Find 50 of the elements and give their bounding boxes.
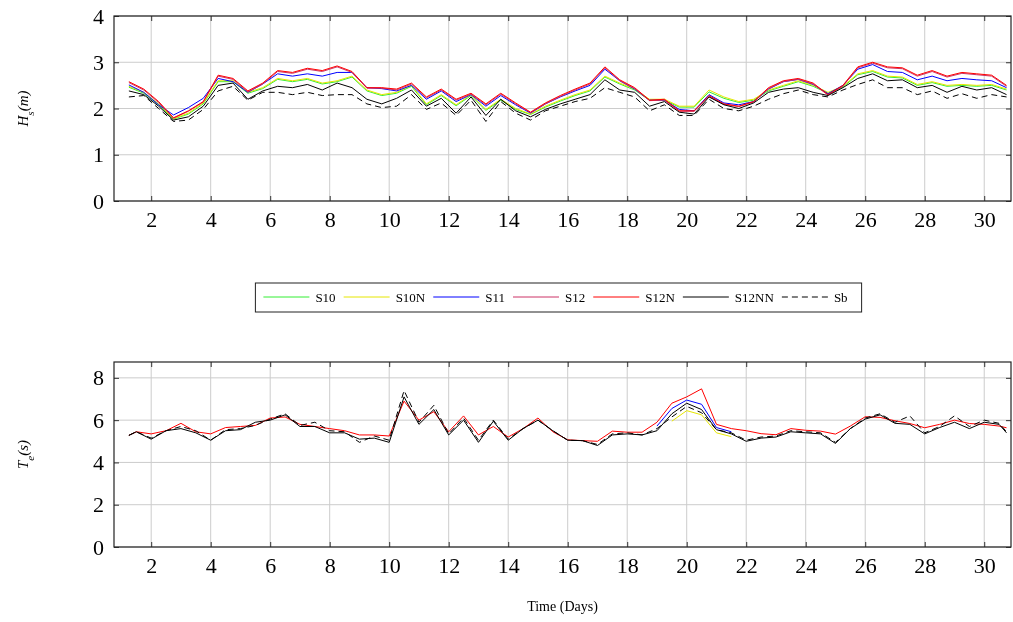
- x-tick-label: 2: [146, 552, 158, 578]
- y-tick-label: 2: [93, 96, 104, 122]
- x-tick-label: 18: [616, 552, 639, 578]
- x-tick-label: 30: [973, 552, 996, 578]
- legend-label: S11: [485, 289, 505, 305]
- x-tick-label: 24: [795, 552, 818, 578]
- x-tick-label: 14: [497, 206, 520, 232]
- y-tick-label: 4: [93, 449, 104, 475]
- x-tick-label: 26: [854, 552, 877, 578]
- x-tick-label: 16: [557, 552, 580, 578]
- x-tick-label: 6: [265, 206, 277, 232]
- x-tick-label: 16: [557, 206, 580, 232]
- x-axis-title: Time (Days): [527, 599, 599, 615]
- line-series: [656, 399, 732, 433]
- x-tick-label: 2: [146, 206, 158, 232]
- x-tick-label: 30: [973, 206, 996, 232]
- x-tick-label: 10: [378, 206, 401, 232]
- x-tick-label: 18: [616, 206, 639, 232]
- y-tick-label: 1: [93, 142, 104, 168]
- x-tick-label: 26: [854, 206, 877, 232]
- x-tick-label: 10: [378, 552, 401, 578]
- x-tick-label: 24: [795, 206, 818, 232]
- x-tick-label: 22: [735, 552, 758, 578]
- y-tick-label: 2: [93, 492, 104, 518]
- x-tick-label: 8: [324, 552, 336, 578]
- y-tick-label: 0: [93, 534, 104, 560]
- x-tick-label: 12: [438, 552, 461, 578]
- x-tick-label: 22: [735, 206, 758, 232]
- x-tick-label: 6: [265, 552, 277, 578]
- legend-label: S12N: [645, 289, 676, 305]
- y-tick-label: 8: [93, 365, 104, 391]
- x-tick-label: 4: [205, 206, 217, 232]
- y-tick-label: 4: [93, 3, 104, 29]
- y-tick-label: 6: [93, 407, 104, 433]
- legend-label: S10N: [395, 289, 426, 305]
- x-tick-label: 20: [676, 552, 699, 578]
- legend-label: S12: [565, 289, 586, 305]
- x-tick-label: 28: [914, 206, 937, 232]
- legend-label: S10: [315, 289, 336, 305]
- y-tick-label: 0: [93, 188, 104, 214]
- legend-label: Sb: [833, 289, 848, 305]
- x-tick-label: 4: [205, 552, 217, 578]
- legend-label: S12NN: [734, 289, 775, 305]
- x-tick-label: 12: [438, 206, 461, 232]
- y-tick-label: 3: [93, 49, 104, 75]
- x-tick-label: 14: [497, 552, 520, 578]
- x-tick-label: 20: [676, 206, 699, 232]
- line-series: [671, 410, 732, 438]
- x-tick-label: 28: [914, 552, 937, 578]
- x-tick-label: 8: [324, 206, 336, 232]
